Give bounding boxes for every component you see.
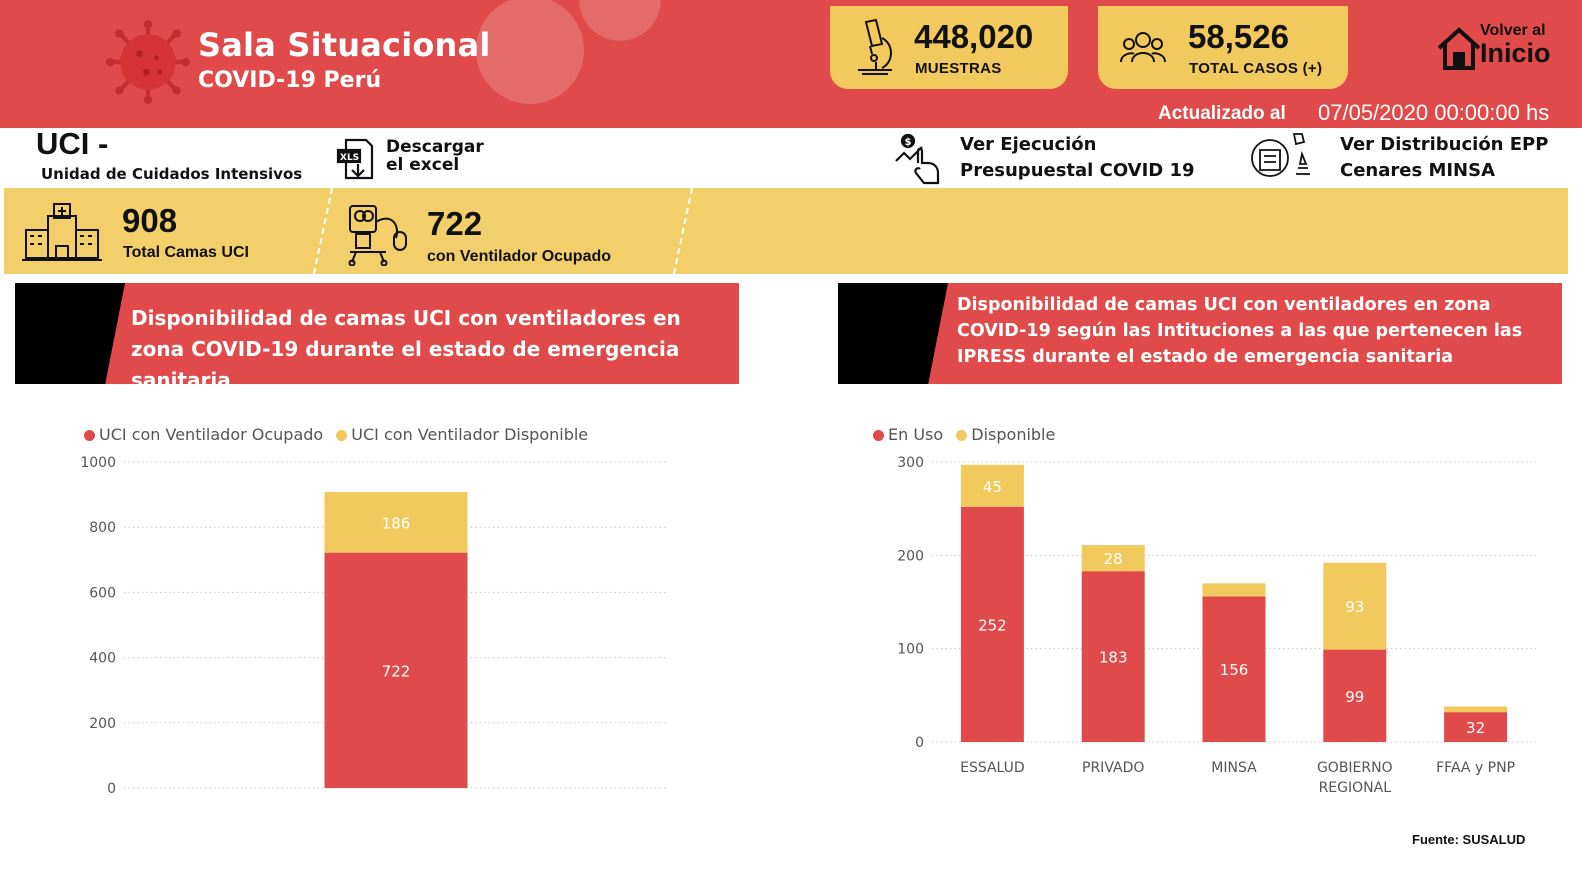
- view-budget-execution-button[interactable]: Ver Ejecución Presupuestal COVID 19: [960, 134, 1195, 181]
- bar-segment: [1081, 545, 1145, 572]
- svg-text:XLS: XLS: [340, 153, 359, 163]
- legend-swatch-available: [956, 430, 968, 441]
- download-excel-button[interactable]: Descargar el excel: [386, 137, 484, 175]
- data-label: 156: [1220, 661, 1249, 679]
- people-icon: [1120, 32, 1166, 63]
- bar-segment: [324, 491, 468, 553]
- chart1-legend: UCI con Ventilador Ocupado UCI con Venti…: [84, 425, 596, 444]
- legend-label-occupied: UCI con Ventilador Ocupado: [99, 425, 324, 444]
- banner-black-tab: [838, 283, 948, 384]
- data-label: 28: [1104, 550, 1123, 568]
- data-label: 186: [382, 514, 411, 532]
- view-epp-distribution-button[interactable]: Ver Distribución EPP Cenares MINSA: [1340, 134, 1549, 181]
- bar-segment: [1202, 583, 1266, 597]
- bar-segment: [960, 506, 1024, 742]
- legend-swatch-available: [336, 430, 348, 441]
- data-label: 99: [1345, 688, 1364, 706]
- svg-text:$: $: [905, 137, 912, 148]
- legend-swatch-inuse: [873, 430, 884, 441]
- kpi-casos-label: TOTAL CASOS (+): [1189, 60, 1323, 77]
- section-subtitle: Unidad de Cuidados Intensivos: [41, 165, 303, 183]
- x-tick-label: FFAA y PNP: [1436, 760, 1515, 776]
- legend-label-available: UCI con Ventilador Disponible: [351, 425, 589, 444]
- y-tick-label: 600: [89, 585, 116, 601]
- chart2-title: Disponibilidad de camas UCI con ventilad…: [957, 295, 1523, 367]
- legend-item[interactable]: En Uso: [873, 425, 943, 444]
- house-icon: [1437, 27, 1481, 70]
- data-label: 252: [978, 616, 1007, 634]
- legend-swatch-occupied: [84, 430, 95, 441]
- kpi-muestras-label: MUESTRAS: [915, 60, 1002, 77]
- chart2-banner: Disponibilidad de camas UCI con ventilad…: [838, 283, 1562, 384]
- data-label: 45: [983, 478, 1002, 496]
- y-tick-label: 200: [897, 548, 924, 564]
- chart1-banner: Disponibilidad de camas UCI con ventilad…: [15, 283, 739, 384]
- chart1-title: Disponibilidad de camas UCI con ventilad…: [131, 306, 681, 384]
- bar-segment: [960, 464, 1024, 507]
- home-label-line1: Volver al: [1480, 22, 1546, 39]
- ppe-equipment-icon[interactable]: [1246, 130, 1318, 182]
- bar-segment: [1444, 712, 1508, 742]
- bar-segment: [324, 552, 468, 788]
- legend-item[interactable]: UCI con Ventilador Disponible: [336, 425, 588, 444]
- virus-logo-icon: [106, 20, 190, 104]
- updated-label: Actualizado al: [1158, 103, 1286, 124]
- kpi-muestras-value: 448,020: [914, 18, 1034, 55]
- page-subtitle: COVID-19 Perú: [198, 68, 382, 93]
- bar-segment: [1202, 596, 1266, 742]
- microscope-icon: [858, 18, 892, 75]
- x-tick-label: GOBIERNO: [1317, 760, 1393, 776]
- legend-label-available: Disponible: [971, 425, 1056, 444]
- kpi-card-muestras: 448,020 MUESTRAS: [830, 6, 1068, 89]
- y-tick-label: 800: [89, 520, 116, 536]
- bar-segment: [1081, 571, 1145, 742]
- y-tick-label: 200: [89, 716, 116, 732]
- bar-segment: [1444, 706, 1508, 713]
- virus-watermark-icon: [579, 0, 661, 41]
- chart2-legend: En Uso Disponible: [873, 425, 1063, 444]
- y-tick-label: 300: [897, 455, 924, 471]
- virus-watermark-icon: [476, 0, 584, 104]
- section-title: UCI -: [36, 126, 109, 161]
- bar-segment: [1323, 562, 1387, 650]
- x-tick-label: PRIVADO: [1082, 760, 1144, 776]
- updated-value: 07/05/2020 00:00:00 hs: [1318, 100, 1550, 125]
- budget-hand-icon[interactable]: $: [894, 133, 948, 187]
- vent-occupied-label: con Ventilador Ocupado: [427, 248, 612, 265]
- data-label: 32: [1466, 719, 1485, 737]
- page-title: Sala Situacional: [198, 26, 491, 64]
- header: Sala Situacional COVID-19 Perú 448,020 M…: [0, 0, 1582, 128]
- data-label: 93: [1345, 598, 1364, 616]
- legend-item[interactable]: UCI con Ventilador Ocupado: [84, 425, 323, 444]
- excel-download-icon[interactable]: XLS: [336, 138, 376, 180]
- y-tick-label: 0: [915, 735, 924, 751]
- legend-label-inuse: En Uso: [888, 425, 944, 444]
- bar-segment: [1323, 649, 1387, 742]
- summary-band: [4, 188, 1568, 274]
- beds-total-value: 908: [122, 202, 178, 239]
- banner-black-tab: [15, 283, 125, 384]
- home-button[interactable]: Volver al Inicio: [1436, 22, 1560, 74]
- source-note: Fuente: SUSALUD: [1412, 832, 1526, 847]
- y-tick-label: 100: [897, 642, 924, 658]
- kpi-card-casos: 58,526 TOTAL CASOS (+): [1098, 6, 1348, 89]
- data-label: 722: [382, 662, 411, 680]
- x-tick-label: ESSALUD: [960, 760, 1025, 776]
- home-label-line2: Inicio: [1480, 38, 1551, 68]
- x-tick-label: MINSA: [1211, 760, 1257, 776]
- y-tick-label: 0: [107, 781, 116, 797]
- vent-occupied-value: 722: [427, 205, 483, 242]
- legend-item[interactable]: Disponible: [956, 425, 1055, 444]
- ventilator-icon: [348, 205, 407, 266]
- x-tick-label: REGIONAL: [1319, 780, 1392, 796]
- beds-total-label: Total Camas UCI: [123, 244, 249, 261]
- kpi-casos-value: 58,526: [1188, 18, 1289, 55]
- hospital-icon: [22, 203, 102, 261]
- data-label: 183: [1099, 649, 1128, 667]
- y-tick-label: 400: [89, 651, 116, 667]
- y-tick-label: 1000: [80, 455, 116, 471]
